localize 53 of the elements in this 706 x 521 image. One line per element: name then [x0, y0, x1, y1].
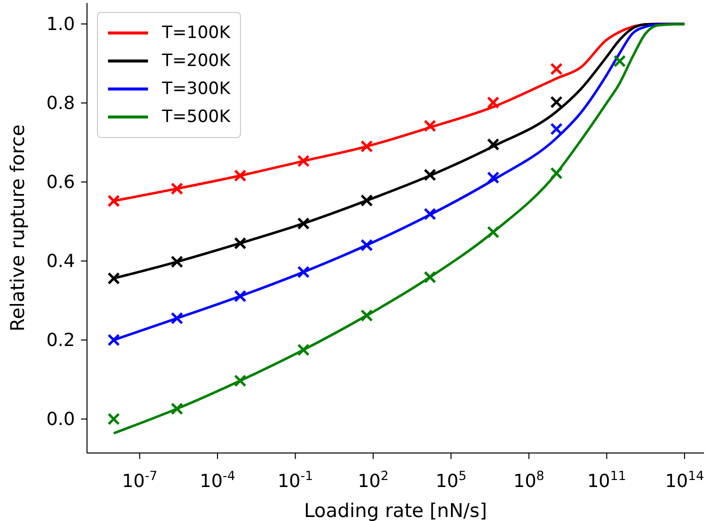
point	[424, 120, 436, 132]
point	[360, 309, 373, 322]
x-tick-label: 10$^{14}$	[665, 468, 704, 492]
point	[107, 194, 120, 208]
point	[424, 208, 436, 220]
point	[424, 168, 436, 182]
legend-label: T=300K	[162, 79, 230, 99]
point	[107, 334, 120, 346]
point	[234, 290, 246, 302]
point	[297, 154, 310, 168]
point	[360, 238, 373, 252]
point	[486, 138, 500, 151]
legend-label: T=200K	[162, 51, 230, 71]
point	[613, 54, 626, 68]
point	[486, 226, 500, 238]
y-tick-label: 0.8	[46, 92, 75, 114]
point	[170, 256, 184, 268]
x-tick-label: 10$^{5}$	[436, 468, 466, 492]
y-tick-label: 0.2	[46, 330, 75, 352]
point	[107, 412, 120, 426]
point	[360, 194, 373, 207]
point	[486, 96, 500, 109]
x-tick-label: 10$^{-7}$	[122, 468, 158, 492]
point	[234, 374, 246, 387]
x-tick-label: 10$^{-4}$	[200, 468, 236, 492]
point	[424, 270, 436, 284]
y-axis-title: Relative rupture force	[7, 124, 29, 332]
point	[297, 344, 310, 356]
point	[360, 140, 373, 153]
point	[297, 266, 310, 278]
point	[297, 217, 310, 230]
legend-label: T=100K	[162, 23, 230, 43]
y-tick-label: 1.0	[46, 14, 75, 35]
point	[550, 62, 563, 76]
x-tick-label: 10$^{11}$	[587, 468, 626, 492]
point	[170, 182, 184, 195]
x-tick-label: 10$^{-1}$	[278, 468, 314, 492]
y-tick-label: 0.6	[46, 172, 75, 193]
legend-label: T=500K	[162, 107, 230, 127]
x-tick-label: 10$^{8}$	[513, 468, 544, 492]
point	[486, 171, 500, 184]
point	[107, 272, 120, 285]
point	[234, 236, 246, 250]
y-tick-label: 0.0	[46, 409, 75, 430]
point	[550, 122, 563, 136]
x-tick-label: 10$^{2}$	[358, 468, 389, 492]
point	[234, 169, 246, 182]
x-axis-title: Loading rate [nN/s]	[304, 500, 488, 521]
y-tick-label: 0.4	[46, 250, 75, 272]
point	[550, 96, 563, 108]
point	[170, 402, 184, 415]
point	[550, 167, 563, 180]
point	[170, 312, 184, 325]
